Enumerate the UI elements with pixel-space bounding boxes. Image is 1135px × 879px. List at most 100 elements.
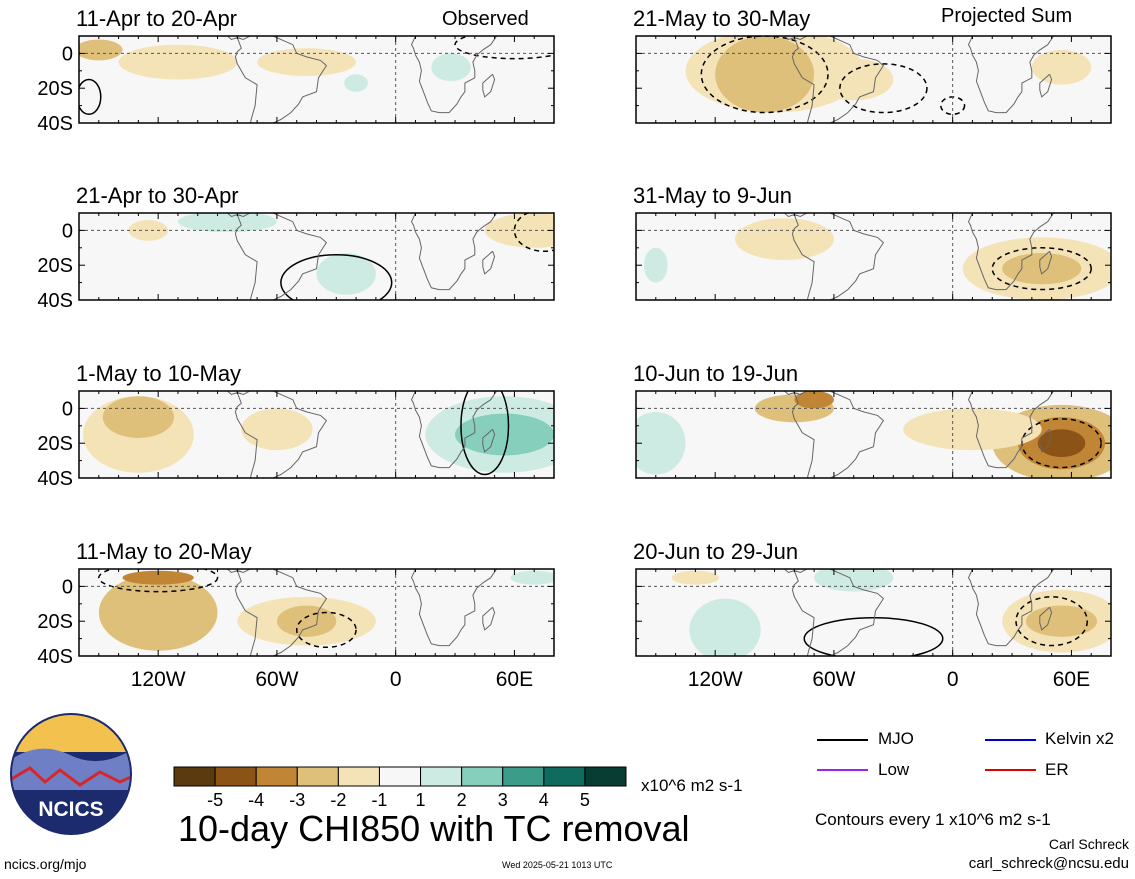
coastline-africa xyxy=(967,569,1055,647)
y-tick-label: 0 xyxy=(62,398,73,420)
colorbar-label: -2 xyxy=(330,790,346,810)
coastline-south-america xyxy=(234,213,328,300)
mjo-contour xyxy=(280,254,393,300)
coastline-south-america xyxy=(791,36,885,123)
shaded-anomaly xyxy=(431,53,471,82)
coastline-central-america xyxy=(227,213,242,218)
coastline-madagascar xyxy=(482,250,496,275)
coastline-south-america xyxy=(234,391,328,478)
shaded-anomaly xyxy=(316,253,376,295)
projected-label: Projected Sum xyxy=(941,5,1073,27)
y-tick-label: 20S xyxy=(37,255,73,277)
legend-er-label: ER xyxy=(1045,760,1069,779)
mjo-contour xyxy=(79,78,102,116)
logo-text: NCICS xyxy=(38,798,103,821)
colorbar-swatch xyxy=(255,766,298,787)
panel-title: 21-Apr to 30-Apr xyxy=(76,183,239,208)
coastline-africa xyxy=(967,391,1055,469)
panel-title: 31-May to 9-Jun xyxy=(633,183,792,208)
legend-kelvin-label: Kelvin x2 xyxy=(1045,729,1114,748)
shaded-anomaly xyxy=(814,569,894,592)
mjo-contour xyxy=(991,247,1092,291)
shaded-anomaly xyxy=(177,213,277,233)
main-title: 10-day CHI850 with TC removal xyxy=(178,808,690,849)
colorbar-swatch xyxy=(584,766,627,787)
y-tick-label: 40S xyxy=(37,290,73,312)
shaded-anomaly xyxy=(102,396,174,438)
coastline-madagascar xyxy=(1039,73,1053,98)
shaded-anomaly xyxy=(118,44,238,80)
panel-field xyxy=(82,391,554,478)
logo-ring xyxy=(10,713,132,835)
shaded-anomaly xyxy=(276,605,337,637)
panel-field xyxy=(98,569,554,656)
shaded-anomaly xyxy=(734,218,834,260)
shaded-anomaly xyxy=(715,36,815,113)
shaded-anomaly xyxy=(1037,429,1086,458)
colorbar-label: 5 xyxy=(580,790,590,810)
coastline-madagascar xyxy=(482,73,496,98)
author-name: Carl Schreck xyxy=(1048,836,1129,852)
panel-title: 1-May to 10-May xyxy=(76,361,241,386)
panel-8: 20-Jun to 29-Jun 120W 60W 0 60E xyxy=(633,539,1112,691)
author-email: carl_schreck@ncsu.edu xyxy=(968,855,1129,872)
mjo-contour xyxy=(700,36,829,114)
panel-field xyxy=(685,36,1092,123)
colorbar-swatch xyxy=(173,766,216,787)
coastline-central-america xyxy=(784,36,799,41)
colorbar-label: 1 xyxy=(416,790,426,810)
contour-note: Contours every 1 x10^6 m2 s-1 xyxy=(815,810,1051,829)
mjo-contour xyxy=(513,213,554,253)
shaded-anomaly xyxy=(128,219,169,241)
coastline-south-america xyxy=(791,213,885,300)
logo-sun xyxy=(11,714,131,752)
panel-field xyxy=(636,391,1111,478)
mjo-contour xyxy=(454,36,554,60)
coastline-south-america xyxy=(234,569,328,656)
site-link[interactable]: ncics.org/mjo xyxy=(4,856,87,872)
panel-5: 21-May to 30-May xyxy=(633,6,1112,124)
coastline-madagascar xyxy=(482,428,496,453)
panel-6: 31-May to 9-Jun xyxy=(633,183,1112,301)
colorbar-label: -5 xyxy=(207,790,223,810)
colorbar-label: 3 xyxy=(498,790,508,810)
x-tick-label: 0 xyxy=(947,668,959,691)
panel-title: 21-May to 30-May xyxy=(633,6,810,31)
coastline-central-america xyxy=(227,569,242,574)
x-tick-label: 120W xyxy=(688,668,743,691)
shaded-anomaly xyxy=(455,413,554,456)
shaded-anomaly xyxy=(122,570,194,585)
shaded-anomaly xyxy=(636,411,686,475)
observed-label: Observed xyxy=(442,8,529,30)
colorbar-label: 2 xyxy=(457,790,467,810)
coastline-africa xyxy=(410,213,498,291)
coastline-madagascar xyxy=(1039,606,1053,631)
shaded-anomaly xyxy=(794,391,834,409)
colorbar-swatch xyxy=(420,766,463,787)
coastline-central-america xyxy=(784,213,799,218)
x-tick-label: 0 xyxy=(390,668,402,691)
colorbar-swatch xyxy=(337,766,380,787)
coastline-africa xyxy=(967,36,1055,114)
colorbar-units: x10^6 m2 s-1 xyxy=(641,776,743,795)
coastline-central-america xyxy=(784,569,799,574)
panel-title: 10-Jun to 19-Jun xyxy=(633,361,798,386)
panel-title: 11-Apr to 20-Apr xyxy=(76,6,237,31)
y-tick-label: 40S xyxy=(37,113,73,135)
shaded-anomaly xyxy=(689,598,761,656)
coastline-africa xyxy=(410,36,498,114)
colorbar-swatch xyxy=(502,766,545,787)
coastline-central-america xyxy=(227,36,242,41)
coastline-africa xyxy=(967,213,1055,291)
shaded-anomaly xyxy=(643,247,668,283)
y-tick-label: 40S xyxy=(37,646,73,668)
mjo-contour xyxy=(839,63,928,114)
mjo-contour xyxy=(295,611,357,649)
y-tick-label: 20S xyxy=(37,611,73,633)
logo-art xyxy=(11,714,131,834)
coastline-south-america xyxy=(791,391,885,478)
colorbar-swatch xyxy=(461,766,504,787)
colorbar-swatch xyxy=(543,766,586,787)
